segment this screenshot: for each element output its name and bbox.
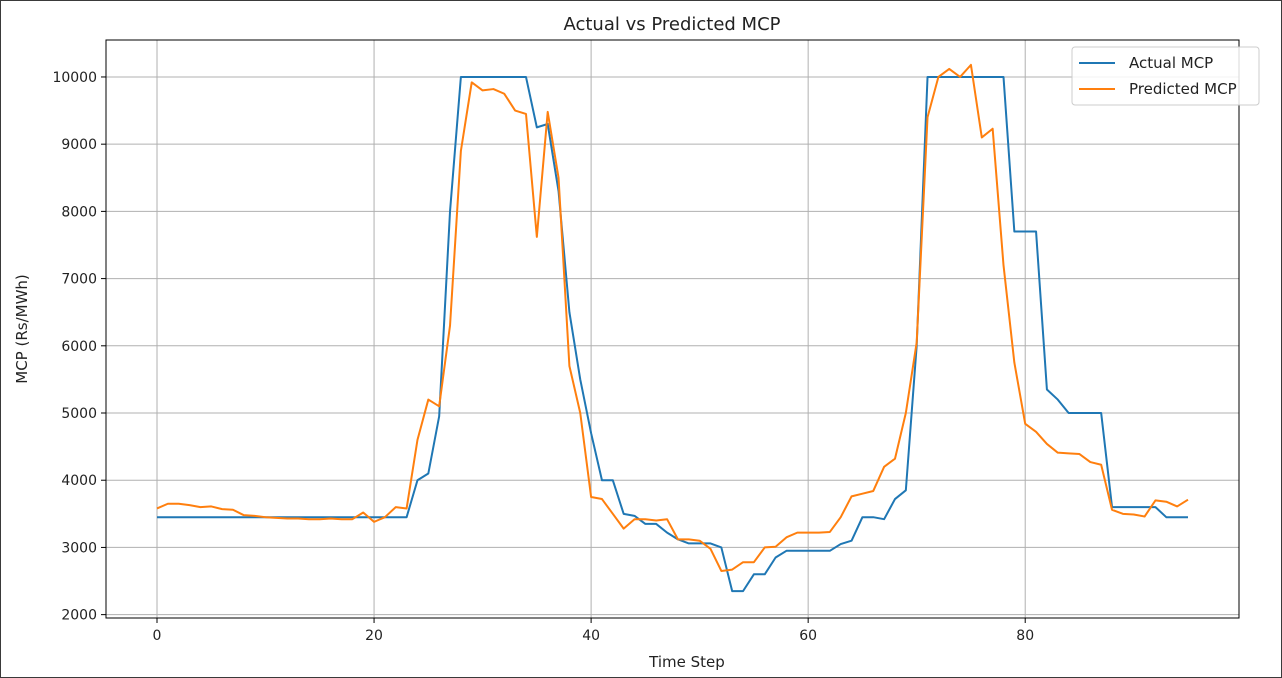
legend: Actual MCP Predicted MCP <box>1071 46 1260 106</box>
series-line-predicted-mcp <box>156 63 1189 572</box>
grid-lines <box>106 40 1239 618</box>
y-tick-label: 3000 <box>61 540 97 556</box>
legend-box <box>1071 46 1260 106</box>
y-tick-label: 9000 <box>61 137 97 153</box>
y-tick-label: 5000 <box>61 406 97 422</box>
y-tick-label: 7000 <box>61 272 97 288</box>
series-line-actual-mcp <box>157 75 1188 593</box>
x-tick-label: 20 <box>365 628 383 644</box>
y-tick-label: 2000 <box>61 608 97 624</box>
x-tick-label: 60 <box>799 628 817 644</box>
x-tick-label: 80 <box>1016 628 1034 644</box>
plot-frame <box>105 39 1240 619</box>
y-tick-label: 8000 <box>61 204 97 220</box>
x-axis-title: Time Step <box>648 653 725 671</box>
y-tick-label: 6000 <box>61 339 97 355</box>
plot-background <box>106 40 1239 618</box>
y-axis-title: MCP (Rs/MWh) <box>13 274 31 384</box>
y-tick-label: 10000 <box>52 70 97 86</box>
y-tick-label: 4000 <box>61 473 97 489</box>
chart-title: Actual vs Predicted MCP <box>563 14 780 35</box>
legend-label-predicted: Predicted MCP <box>1129 80 1237 98</box>
series-lines <box>156 63 1189 593</box>
x-tick-label: 0 <box>153 628 162 644</box>
legend-label-actual: Actual MCP <box>1129 54 1213 72</box>
axis-ticks: 0 20 40 60 80 2000 3000 4000 5000 6000 7000 8000 900… <box>52 70 1034 644</box>
x-tick-label: 40 <box>582 628 600 644</box>
